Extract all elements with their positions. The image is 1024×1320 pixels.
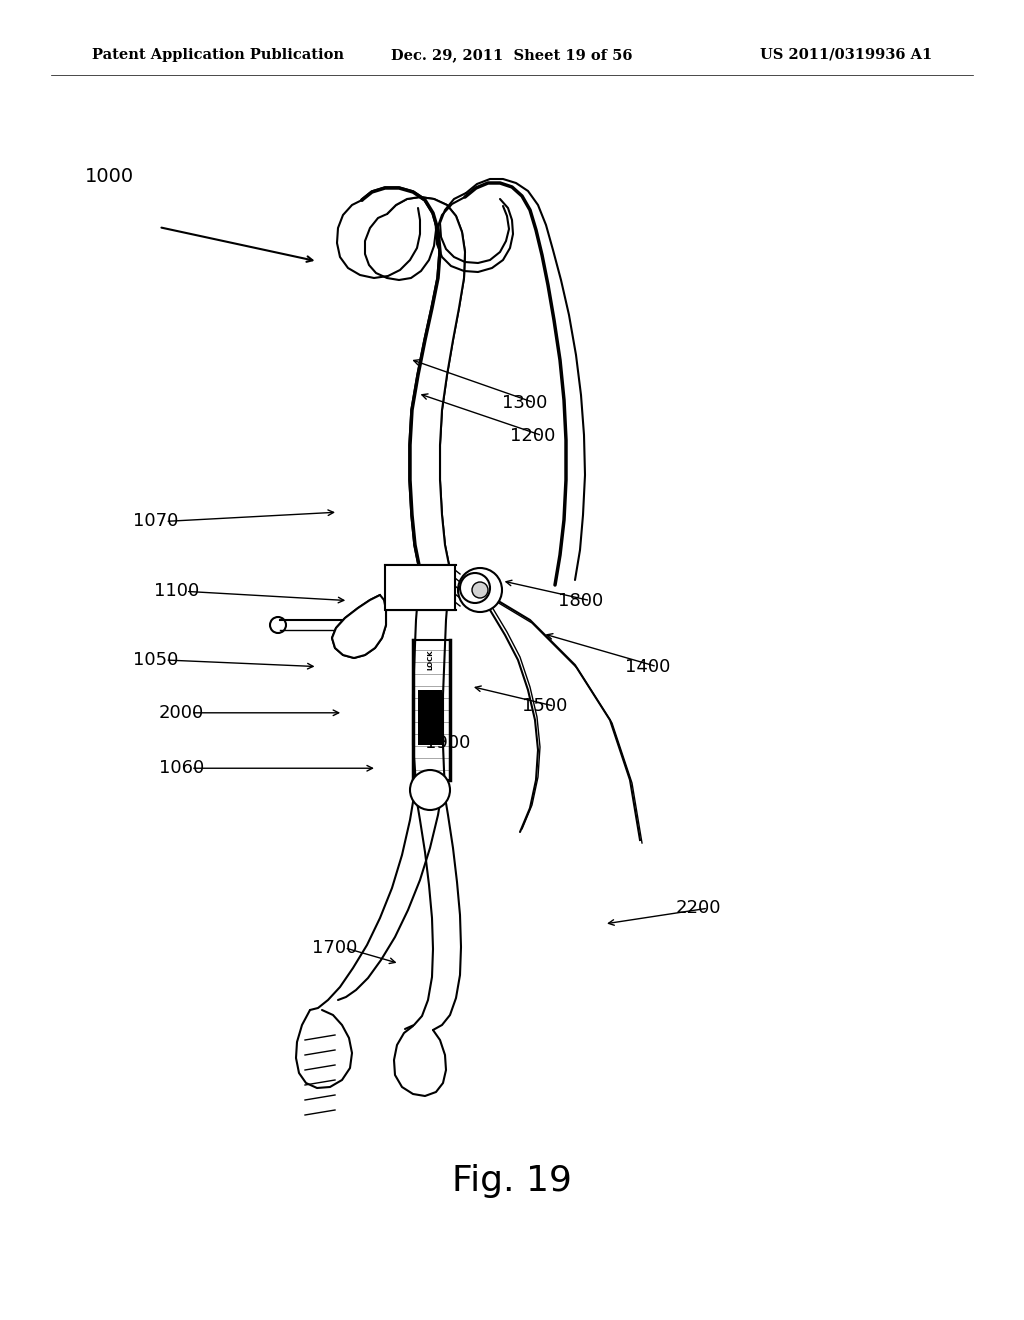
Circle shape bbox=[460, 573, 490, 603]
Text: 1000: 1000 bbox=[85, 168, 134, 186]
Text: Fig. 19: Fig. 19 bbox=[452, 1164, 572, 1199]
Text: 1060: 1060 bbox=[159, 759, 204, 777]
Text: 1050: 1050 bbox=[133, 651, 178, 669]
Text: 1100: 1100 bbox=[154, 582, 199, 601]
Bar bbox=[418, 690, 442, 744]
Text: Patent Application Publication: Patent Application Publication bbox=[92, 48, 344, 62]
Text: 1700: 1700 bbox=[312, 939, 357, 957]
Polygon shape bbox=[465, 180, 585, 585]
Text: 2000: 2000 bbox=[159, 704, 204, 722]
Text: LOCK: LOCK bbox=[427, 649, 433, 671]
Text: 1300: 1300 bbox=[502, 393, 547, 412]
Text: 2200: 2200 bbox=[676, 899, 721, 917]
Text: 1900: 1900 bbox=[425, 734, 470, 752]
Circle shape bbox=[410, 770, 450, 810]
Text: 1200: 1200 bbox=[510, 426, 555, 445]
Text: Dec. 29, 2011  Sheet 19 of 56: Dec. 29, 2011 Sheet 19 of 56 bbox=[391, 48, 633, 62]
Text: 1400: 1400 bbox=[625, 657, 670, 676]
Circle shape bbox=[458, 568, 502, 612]
Circle shape bbox=[472, 582, 488, 598]
Bar bbox=[385, 565, 455, 610]
Circle shape bbox=[270, 616, 286, 634]
Text: 1800: 1800 bbox=[558, 591, 603, 610]
Text: US 2011/0319936 A1: US 2011/0319936 A1 bbox=[760, 48, 932, 62]
Text: 1070: 1070 bbox=[133, 512, 178, 531]
Polygon shape bbox=[332, 595, 386, 657]
Text: 1500: 1500 bbox=[522, 697, 567, 715]
Polygon shape bbox=[362, 187, 465, 570]
